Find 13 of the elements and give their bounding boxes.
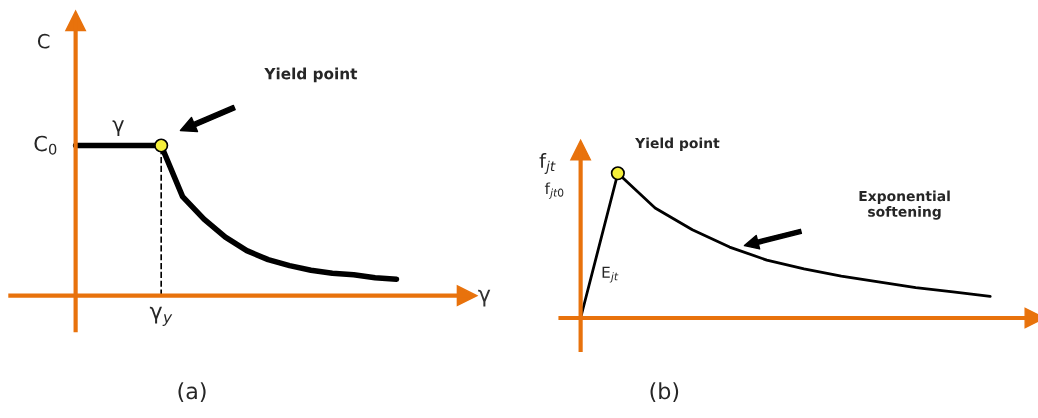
text: Yield point: [635, 137, 720, 151]
y-axis-title: f$_{jt}$: [539, 153, 556, 174]
text: C$_{0}$: [34, 135, 57, 155]
x-axis-title: γ: [478, 289, 491, 307]
y-axis-title: C: [37, 33, 50, 49]
text: (a): [178, 382, 206, 402]
annotation: Exponential softening: [859, 190, 950, 220]
text: γ$_{y}$: [149, 306, 173, 326]
annotation: f$_{jt0}$: [544, 182, 564, 199]
text: Yield point: [264, 67, 358, 83]
text: γ: [112, 120, 124, 137]
annotation: E$_{jt}$: [602, 266, 619, 283]
text: (b): [650, 382, 679, 402]
